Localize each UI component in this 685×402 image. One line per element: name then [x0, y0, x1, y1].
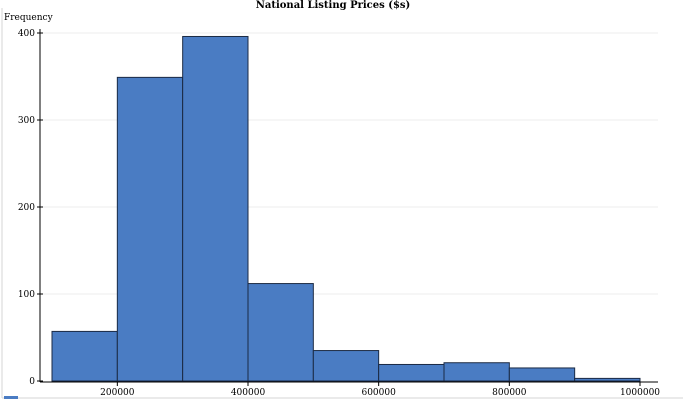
y-tick-label: 200	[18, 203, 35, 213]
histogram-bar-4	[247, 283, 314, 382]
x-tick-label: 1000000	[620, 388, 660, 398]
histogram-bar-9	[574, 377, 641, 382]
y-tick-label: 300	[18, 116, 35, 126]
histogram-bar-7	[443, 362, 510, 382]
chart-title: National Listing Prices ($s)	[256, 0, 411, 11]
x-tick-label: 400000	[231, 388, 266, 398]
histogram-bar-2	[116, 76, 184, 382]
histogram-bar-1	[51, 330, 118, 382]
histogram-bar-3	[182, 35, 249, 382]
x-tick-label: 200000	[100, 388, 135, 398]
x-tick-label: 600000	[361, 388, 396, 398]
y-tick-label: 0	[29, 377, 35, 387]
x-axis-ticks: 200000 400000 600000 800000 1000000	[100, 382, 660, 398]
histogram-bars	[51, 35, 641, 382]
histogram-bar-8	[508, 367, 576, 382]
y-tick-label: 400	[18, 29, 35, 39]
chart-frame	[1, 8, 683, 399]
histogram-bar-6	[378, 363, 445, 382]
corner-marker	[4, 396, 18, 399]
y-axis-label: Frequency	[4, 13, 54, 23]
axes	[39, 29, 658, 383]
x-tick-label: 800000	[492, 388, 527, 398]
histogram-bar-5	[312, 350, 380, 382]
y-axis-ticks: 0 100 200 300 400	[18, 29, 43, 387]
y-tick-label: 100	[18, 290, 35, 300]
